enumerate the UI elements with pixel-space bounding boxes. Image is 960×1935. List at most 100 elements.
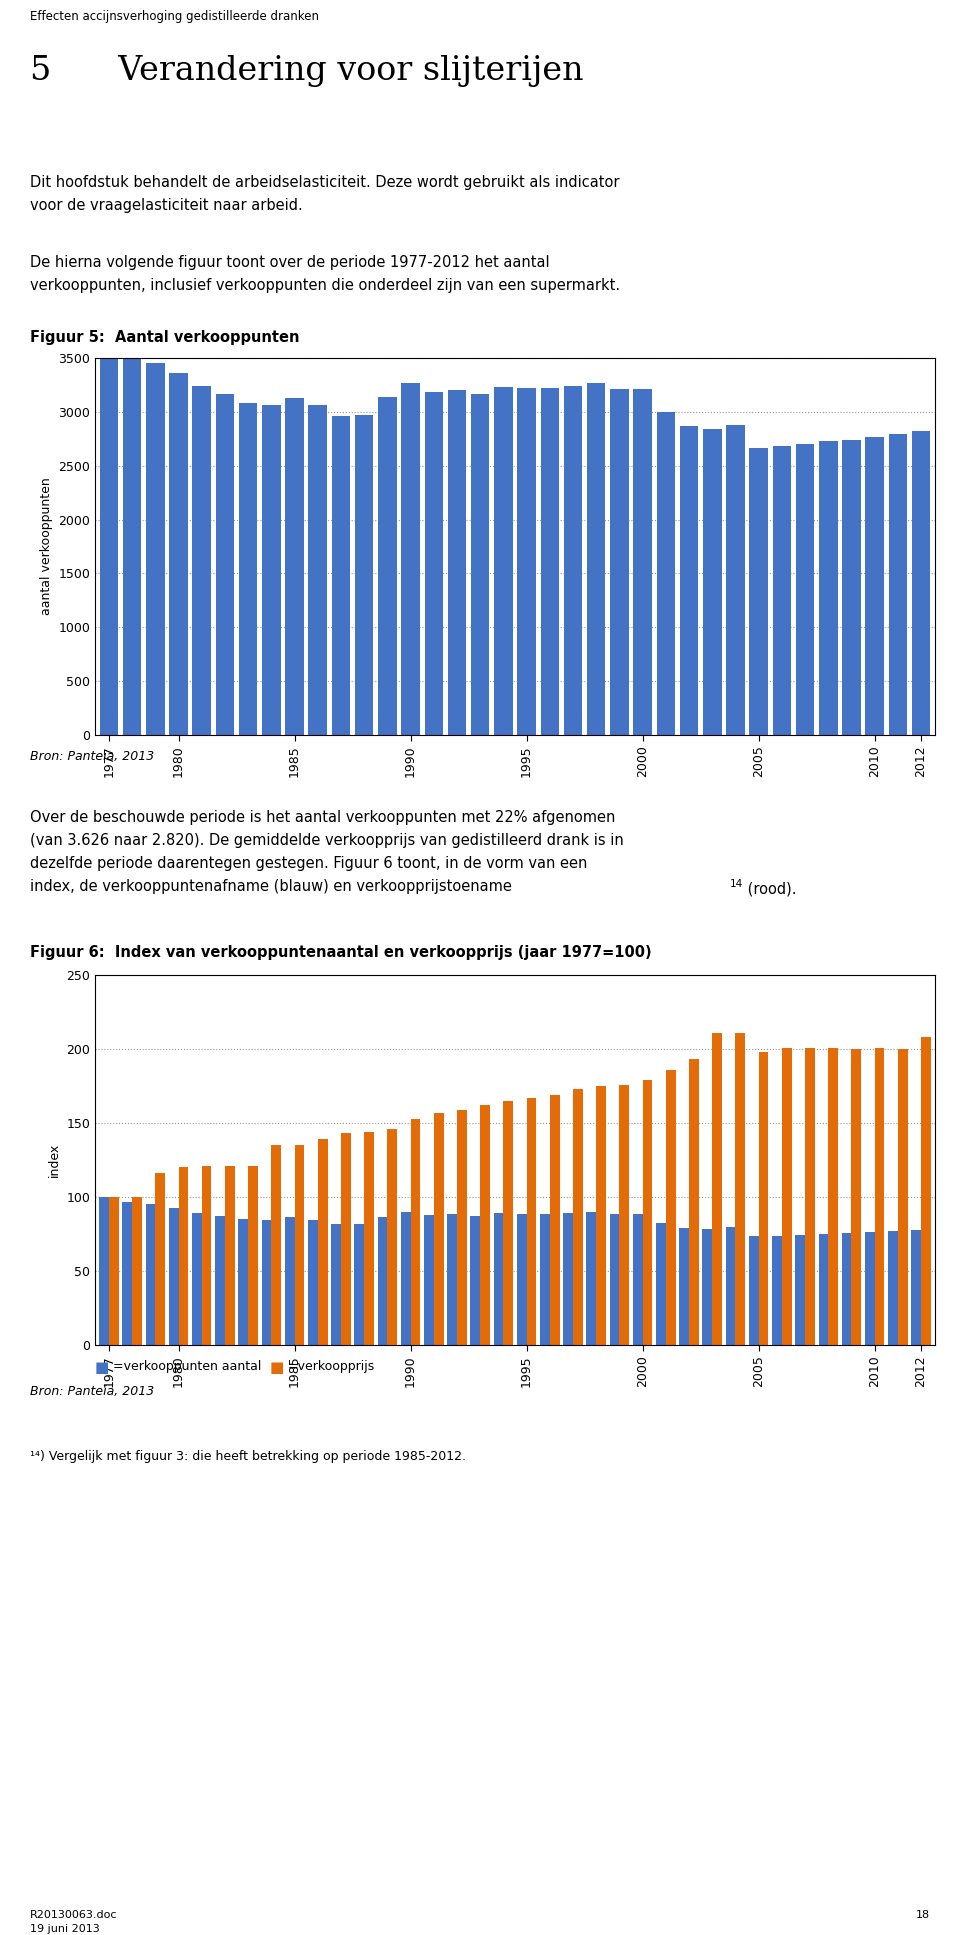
Bar — [912, 432, 930, 735]
Bar — [911, 1231, 921, 1345]
Bar — [888, 1231, 898, 1345]
Bar — [680, 1229, 689, 1345]
Bar — [852, 1049, 861, 1345]
Text: ■: ■ — [95, 1360, 109, 1376]
Bar — [471, 393, 490, 735]
Text: verkooppunten, inclusief verkooppunten die onderdeel zijn van een supermarkt.: verkooppunten, inclusief verkooppunten d… — [30, 279, 620, 292]
Bar — [666, 1070, 676, 1345]
Bar — [364, 1132, 373, 1345]
Bar — [819, 441, 837, 735]
Text: ■: ■ — [270, 1360, 284, 1376]
Bar — [550, 1095, 560, 1345]
Bar — [596, 1086, 606, 1345]
Bar — [564, 1213, 573, 1345]
Bar — [540, 389, 559, 735]
Bar — [805, 1047, 815, 1345]
Y-axis label: index: index — [48, 1144, 60, 1176]
Bar — [146, 1204, 156, 1345]
Bar — [480, 1105, 490, 1345]
Bar — [689, 1058, 699, 1345]
Bar — [378, 397, 396, 735]
Bar — [781, 1047, 792, 1345]
Bar — [503, 1101, 514, 1345]
Bar — [540, 1213, 550, 1345]
Text: Bron: Panteia, 2013: Bron: Panteia, 2013 — [30, 751, 155, 762]
Bar — [865, 1233, 875, 1345]
Bar — [424, 1215, 434, 1345]
Bar — [921, 1037, 931, 1345]
Bar — [898, 1049, 907, 1345]
Bar — [611, 389, 629, 735]
Bar — [842, 1233, 852, 1345]
Text: Dit hoofdstuk behandelt de arbeidselasticiteit. Deze wordt gebruikt als indicato: Dit hoofdstuk behandelt de arbeidselasti… — [30, 174, 619, 190]
Text: =verkooppunten aantal: =verkooppunten aantal — [113, 1360, 261, 1374]
Bar — [726, 1227, 735, 1345]
Bar — [796, 445, 814, 735]
Text: (van 3.626 naar 2.820). De gemiddelde verkoopprijs van gedistilleerd drank is in: (van 3.626 naar 2.820). De gemiddelde ve… — [30, 832, 624, 848]
Bar — [99, 1198, 108, 1345]
Bar — [457, 1109, 467, 1345]
Bar — [610, 1213, 619, 1345]
Bar — [656, 1223, 666, 1345]
Bar — [726, 426, 745, 735]
Bar — [470, 1215, 480, 1345]
Bar — [411, 1118, 420, 1345]
Bar — [239, 402, 257, 735]
Bar — [388, 1128, 397, 1345]
Text: 14: 14 — [730, 878, 743, 888]
Bar — [108, 1198, 119, 1345]
Text: De hierna volgende figuur toont over de periode 1977-2012 het aantal: De hierna volgende figuur toont over de … — [30, 255, 550, 271]
Bar — [447, 391, 467, 735]
Bar — [587, 1211, 596, 1345]
Bar — [202, 1167, 211, 1345]
Text: index, de verkooppuntenafname (blauw) en verkoopprijstoename: index, de verkooppuntenafname (blauw) en… — [30, 878, 512, 894]
Bar — [122, 1202, 132, 1345]
Bar — [123, 356, 141, 735]
Bar — [642, 1080, 653, 1345]
Bar — [215, 1215, 225, 1345]
Bar — [828, 1047, 838, 1345]
Text: dezelfde periode daarentegen gestegen. Figuur 6 toont, in de vorm van een: dezelfde periode daarentegen gestegen. F… — [30, 855, 588, 871]
Bar — [285, 399, 303, 735]
Bar — [619, 1084, 629, 1345]
Bar — [447, 1215, 457, 1345]
Bar — [192, 1213, 202, 1345]
Bar — [865, 437, 884, 735]
Bar — [156, 1173, 165, 1345]
Bar — [272, 1146, 281, 1345]
Bar — [712, 1033, 722, 1345]
Text: voor de vraagelasticiteit naar arbeid.: voor de vraagelasticiteit naar arbeid. — [30, 197, 302, 213]
Bar — [377, 1217, 388, 1345]
Text: ¹⁴) Vergelijk met figuur 3: die heeft betrekking op periode 1985-2012.: ¹⁴) Vergelijk met figuur 3: die heeft be… — [30, 1449, 466, 1463]
Text: Bron: Panteia, 2013: Bron: Panteia, 2013 — [30, 1385, 155, 1397]
Bar — [875, 1047, 884, 1345]
Bar — [262, 406, 280, 735]
Bar — [703, 430, 722, 735]
Text: Effecten accijnsverhoging gedistilleerde dranken: Effecten accijnsverhoging gedistilleerde… — [30, 10, 319, 23]
Bar — [795, 1235, 805, 1345]
Bar — [169, 373, 188, 735]
Bar — [332, 416, 350, 735]
Text: 5  Verandering voor slijterijen: 5 Verandering voor slijterijen — [30, 54, 584, 87]
Bar — [341, 1134, 350, 1345]
Bar — [634, 389, 652, 735]
Text: 18: 18 — [916, 1910, 930, 1920]
Bar — [889, 435, 907, 735]
Bar — [285, 1217, 295, 1345]
Bar — [132, 1198, 142, 1345]
Bar — [493, 1213, 503, 1345]
Bar — [749, 1236, 758, 1345]
Bar — [355, 416, 373, 735]
Bar — [146, 364, 164, 735]
Bar — [434, 1113, 444, 1345]
Bar — [308, 1221, 318, 1345]
Y-axis label: aantal verkooppunten: aantal verkooppunten — [39, 478, 53, 615]
Bar — [703, 1229, 712, 1345]
Bar — [308, 406, 327, 735]
Text: (rood).: (rood). — [743, 882, 797, 898]
Bar — [573, 1089, 583, 1345]
Bar — [772, 1236, 781, 1345]
Text: =verkoopprijs: =verkoopprijs — [288, 1360, 375, 1374]
Text: Figuur 6:  Index van verkooppuntenaantal en verkoopprijs (jaar 1977=100): Figuur 6: Index van verkooppuntenaantal … — [30, 944, 652, 960]
Bar — [587, 383, 606, 735]
